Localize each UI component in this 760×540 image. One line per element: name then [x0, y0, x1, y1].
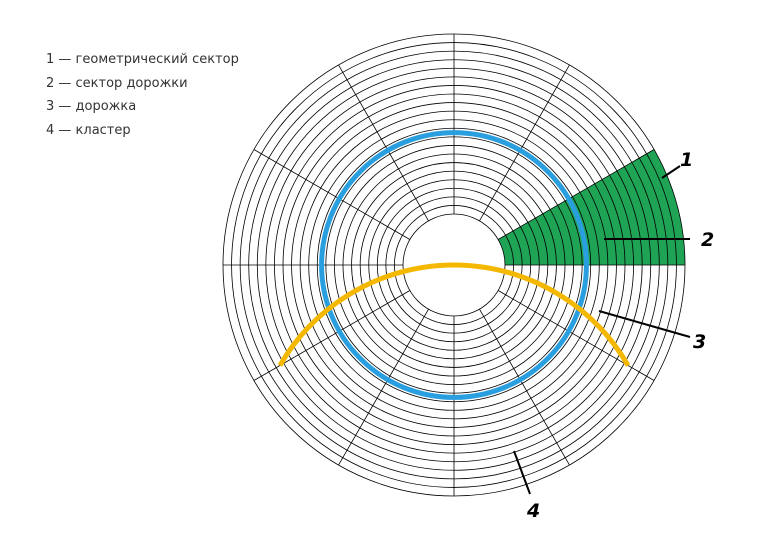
cluster-arc [277, 262, 631, 367]
callout-line-3 [598, 310, 691, 338]
callout-4: 4 [526, 500, 540, 522]
highlighted-track [319, 130, 589, 400]
legend-item-geometric-sector: 1 — геометрический сектор [46, 52, 239, 67]
sector-divider-line [497, 149, 655, 240]
sector-divider-line [338, 308, 429, 466]
highlights [277, 130, 631, 400]
callout-line-1 [661, 165, 681, 179]
sector-dividers [223, 34, 685, 496]
legend-item-cluster: 4 — кластер [46, 122, 131, 138]
legend: 1 — геометрический сектор 2 — сектор дор… [46, 51, 239, 145]
legend-item-track: 3 — дорожка [46, 99, 137, 114]
sector-divider-line [338, 64, 429, 222]
geometric-sector-fill [498, 149, 685, 265]
callout-2: 2 [701, 229, 714, 251]
sector-divider-line [253, 149, 411, 240]
geometric-sector [498, 149, 685, 265]
callout-line-4 [513, 450, 531, 495]
sector-divider-line [479, 64, 570, 222]
legend-item-track-sector: 2 — сектор дорожки [46, 75, 188, 91]
sector-divider-line [479, 308, 570, 466]
callout-1: 1 [680, 149, 693, 171]
callout-3: 3 [693, 331, 706, 353]
